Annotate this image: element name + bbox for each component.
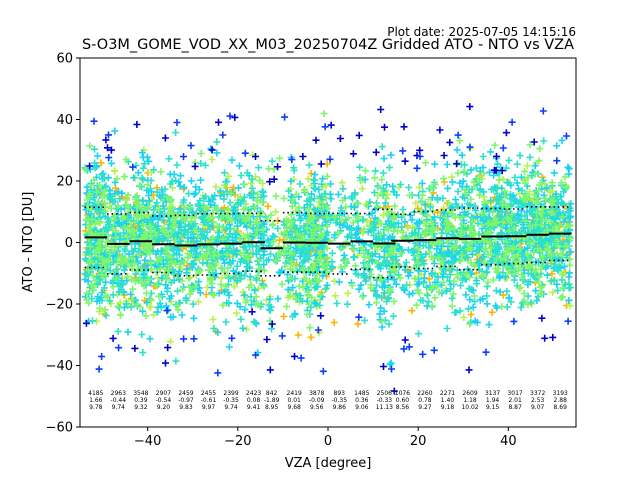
bin-std-label: 9.18 [441,404,455,411]
bin-std-label: 9.56 [310,404,324,411]
bin-count-label: 893 [334,390,346,397]
y-tick-label: 0 [65,236,73,251]
y-tick-label: −20 [46,298,73,313]
bin-std-label: 9.86 [333,404,347,411]
bin-count-label: 3548 [133,390,148,397]
scatter-marker-group [82,103,557,395]
bin-mean-label: -0.33 [377,397,393,404]
bin-std-label: 9.32 [134,404,148,411]
bin-std-label: 9.83 [179,404,193,411]
bin-count-label: 2260 [417,390,432,397]
y-tick-label: 60 [56,52,73,67]
y-tick-label: 20 [56,175,73,190]
bin-count-label: 2423 [246,390,261,397]
bin-mean-label: -0.44 [111,397,127,404]
bin-count-label: 3137 [485,390,500,397]
x-tick-label: 40 [500,434,517,449]
bin-count-label: 3372 [530,390,545,397]
bin-std-label: 8.87 [508,404,522,411]
bin-std-label: 9.74 [112,404,126,411]
bin-std-label: 10.02 [461,404,478,411]
bin-std-label: 9.41 [247,404,261,411]
bin-std-label: 9.20 [157,404,171,411]
bin-mean-label: 2.88 [554,397,568,404]
y-axis-label: ATO - NTO [DU] [21,192,36,293]
bin-mean-label: 0.08 [247,397,261,404]
bin-count-label: 3017 [507,390,522,397]
bin-mean-label: -0.35 [332,397,348,404]
bin-count-label: 4185 [88,390,103,397]
bin-mean-label: 1.18 [463,397,477,404]
bin-count-label: 1076 [395,390,410,397]
bin-count-label: 2399 [223,390,238,397]
bin-mean-label: 0.39 [134,397,148,404]
y-tick-label: −60 [46,421,73,436]
bin-count-label: 1485 [354,390,369,397]
scatter-points [81,103,575,395]
bin-count-label: 2506 [377,390,392,397]
y-tick-label: −40 [46,359,73,374]
bin-mean-label: 0.60 [396,397,410,404]
bin-mean-label: -0.09 [309,397,325,404]
bin-std-label: 9.68 [288,404,302,411]
bin-count-label: 2609 [462,390,477,397]
bin-mean-label: 2.01 [508,397,522,404]
plot-date: Plot date: 2025-07-05 14:15:16 [387,25,576,39]
bin-std-label: 9.74 [224,404,238,411]
bin-std-label: 11.13 [376,404,393,411]
bin-std-label: 9.97 [202,404,216,411]
bin-count-label: 3193 [553,390,568,397]
bin-mean-label: 1.94 [486,397,500,404]
bin-std-label: 9.78 [89,404,103,411]
bin-count-label: 2455 [201,390,216,397]
bin-count-label: 2419 [287,390,302,397]
bin-std-label: 8.69 [554,404,568,411]
scatter-marker-group [90,107,572,377]
bin-mean-label: 0.01 [288,397,302,404]
bin-std-label: 8.56 [396,404,410,411]
y-axis-ticks: −60 −40 −20 0 20 40 60 [46,52,80,436]
x-axis-label: VZA [degree] [285,456,372,471]
y-tick-label: 40 [56,113,73,128]
bin-mean-label: 1.40 [441,397,455,404]
scatter-marker-group [81,110,574,332]
x-axis-ticks: −40 −20 0 20 40 [134,427,517,449]
bin-mean-label: 2.53 [531,397,545,404]
chart-title: S-O3M_GOME_VOD_XX_M03_20250704Z Gridded … [82,37,574,53]
bin-statistics: 41851.669.782963-0.449.7435480.399.32290… [88,390,568,411]
bin-std-label: 9.07 [531,404,545,411]
x-tick-label: −20 [224,434,251,449]
bin-count-label: 842 [266,390,278,397]
bin-mean-label: -0.97 [178,397,194,404]
bin-statistic-lines [84,206,572,279]
bin-mean-label: -0.35 [223,397,239,404]
bin-std-label: 9.27 [418,404,432,411]
bin-mean-label: 0.78 [418,397,432,404]
bin-mean-label: -0.54 [156,397,172,404]
bin-mean-label: 1.66 [89,397,103,404]
bin-mean-label: -0.61 [201,397,217,404]
x-tick-label: 0 [324,434,332,449]
bin-count-label: 2459 [178,390,193,397]
bin-std-label: 9.06 [355,404,369,411]
x-tick-label: −40 [134,434,161,449]
bin-count-label: 3878 [309,390,324,397]
bin-mean-label: 0.36 [355,397,369,404]
bin-mean-label: -1.89 [264,397,280,404]
mean-line [84,232,572,250]
bin-count-label: 2963 [111,390,126,397]
bin-count-label: 2271 [440,390,455,397]
bin-count-label: 2907 [156,390,171,397]
bin-std-label: 8.95 [265,404,279,411]
x-tick-label: 20 [410,434,427,449]
bin-std-label: 9.15 [486,404,500,411]
